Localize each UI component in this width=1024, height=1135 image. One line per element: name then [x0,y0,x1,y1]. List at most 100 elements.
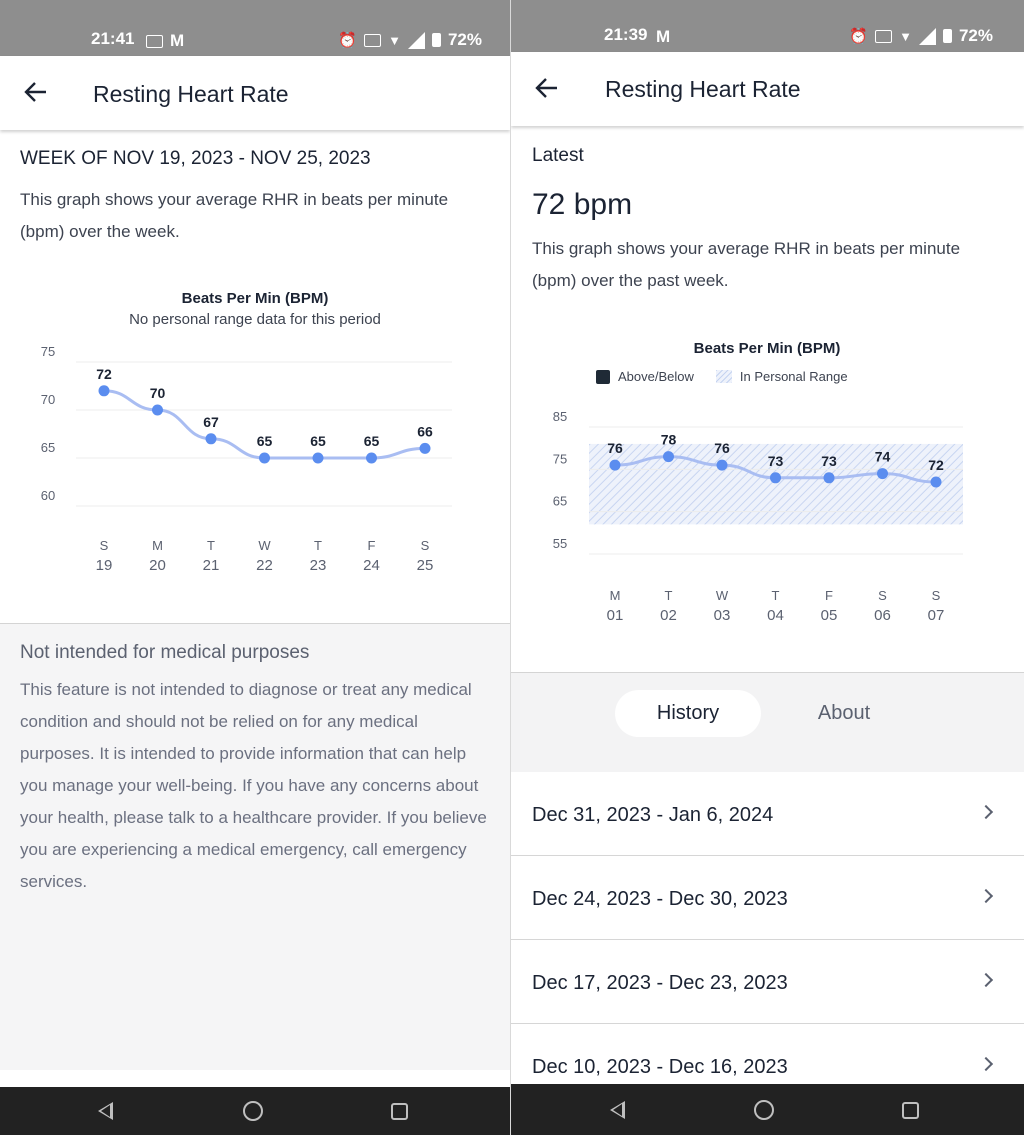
y-tick-label: 65 [553,494,567,509]
y-tick-label: 75 [41,344,55,359]
history-list: Dec 31, 2023 - Jan 6, 2024 Dec 24, 2023 -… [511,772,1024,1108]
rhr-line-chart: 75 70 65 60 72 S 19 70 M 20 67 T 21 65 W 22 65 T 23 65 F 24 66… [41,344,452,574]
x-tick-day: T [772,588,780,603]
x-tick-day: W [258,538,271,553]
legend-swatch-in-range [715,370,732,383]
nav-home-icon[interactable] [243,1101,263,1121]
nav-back-icon[interactable] [610,1100,625,1119]
data-label: 70 [150,385,166,401]
chevron-right-icon [978,888,994,904]
chevron-right-icon [978,972,994,988]
tab-about[interactable]: About [817,702,871,724]
right-screen: 21:39 M ⏰ ▼ 72% Resting Heart Rate Lates… [511,0,1024,1135]
data-label: 76 [714,440,730,456]
x-tick-date: 21 [203,557,220,574]
data-point[interactable] [609,459,621,471]
data-label: 74 [875,449,891,465]
tabs-area: History About [511,672,1024,772]
nav-back-icon[interactable] [98,1102,113,1120]
x-tick-day: F [825,588,833,603]
wifi-icon: ▼ [899,28,912,44]
app-bar: Resting Heart Rate [0,56,510,130]
x-tick-date: 01 [607,607,624,624]
x-tick-day: T [665,588,673,603]
chart-subtitle: No personal range data for this period [129,311,381,328]
data-point[interactable] [419,442,431,454]
chart-description: This graph shows your average RHR in bea… [532,239,961,290]
history-row[interactable]: Dec 17, 2023 - Dec 23, 2023 [511,940,1024,1024]
nav-recents-icon[interactable] [902,1101,919,1119]
data-point[interactable] [930,476,942,488]
data-point[interactable] [205,433,217,445]
x-tick-date: 24 [363,557,380,574]
data-point[interactable] [366,452,377,464]
disclaimer-section: Not intended for medical purposes This f… [0,623,510,1070]
chart-title: Beats Per Min (BPM) [181,290,329,307]
x-tick-day: W [716,588,729,603]
y-tick-label: 70 [41,392,55,407]
nav-home-icon[interactable] [754,1099,774,1120]
week-title: WEEK OF NOV 19, 2023 - NOV 25, 2023 [20,148,371,169]
chevron-right-icon [978,804,994,820]
data-point[interactable] [823,472,835,484]
x-tick-date: 02 [660,607,677,624]
x-tick-date: 07 [928,607,945,624]
x-tick-date: 04 [767,607,784,624]
x-tick-date: 03 [714,607,731,624]
nav-recents-icon[interactable] [391,1103,408,1120]
signal-icon [407,31,425,49]
y-tick-label: 55 [553,536,567,551]
data-point[interactable] [716,459,728,471]
x-tick-day: S [878,588,887,603]
auto-icon [875,29,893,43]
x-tick-date: 05 [821,607,838,624]
x-tick-day: S [421,538,430,553]
signal-icon [918,27,936,45]
data-point[interactable] [312,452,324,464]
data-point[interactable] [98,385,110,397]
tab-history[interactable]: History [615,690,761,737]
x-tick-day: S [932,588,941,603]
history-row-label: Dec 24, 2023 - Dec 30, 2023 [532,888,788,910]
data-label: 67 [203,414,219,430]
system-nav-bar [0,1087,510,1135]
battery-percent: 72% [958,26,993,45]
data-label: 72 [96,366,112,382]
latest-label: Latest [532,145,584,166]
left-screen: 21:41 M ⏰ ▼ 72% Resting Heart Rate WEEK … [0,0,510,1135]
system-nav-bar [511,1084,1024,1135]
x-tick-day: T [314,538,322,553]
data-point[interactable] [877,468,888,480]
gmail-icon: M [656,27,671,46]
data-label: 72 [928,457,944,473]
history-row[interactable]: Dec 24, 2023 - Dec 30, 2023 [511,856,1024,940]
data-label: 73 [821,453,837,469]
status-bar: 21:39 M ⏰ ▼ 72% [511,0,1024,52]
data-point[interactable] [259,452,270,464]
data-label: 78 [661,432,677,448]
chart-legend: Above/Below In Personal Range [596,369,848,384]
back-arrow-icon[interactable] [533,74,561,102]
image-notification-icon [146,34,163,48]
x-tick-day: T [207,538,215,553]
y-tick-label: 85 [553,409,567,424]
status-time: 21:41 [91,29,135,48]
history-row[interactable]: Dec 31, 2023 - Jan 6, 2024 [511,772,1024,856]
page-title: Resting Heart Rate [605,76,801,102]
y-tick-label: 75 [553,451,567,466]
latest-value: 72 bpm [532,188,633,221]
y-tick-label: 65 [41,440,55,455]
data-point[interactable] [152,404,163,416]
x-tick-date: 23 [310,557,327,574]
x-tick-date: 25 [417,557,434,574]
disclaimer-body: This feature is not intended to diagnose… [20,680,487,891]
data-point[interactable] [663,451,674,463]
gmail-icon: M [170,31,185,50]
page-title: Resting Heart Rate [93,81,289,107]
x-tick-day: F [368,538,376,553]
x-tick-day: M [152,538,163,553]
back-arrow-icon[interactable] [22,78,50,106]
battery-icon [431,33,441,47]
battery-percent: 72% [447,30,482,49]
data-point[interactable] [770,472,781,484]
